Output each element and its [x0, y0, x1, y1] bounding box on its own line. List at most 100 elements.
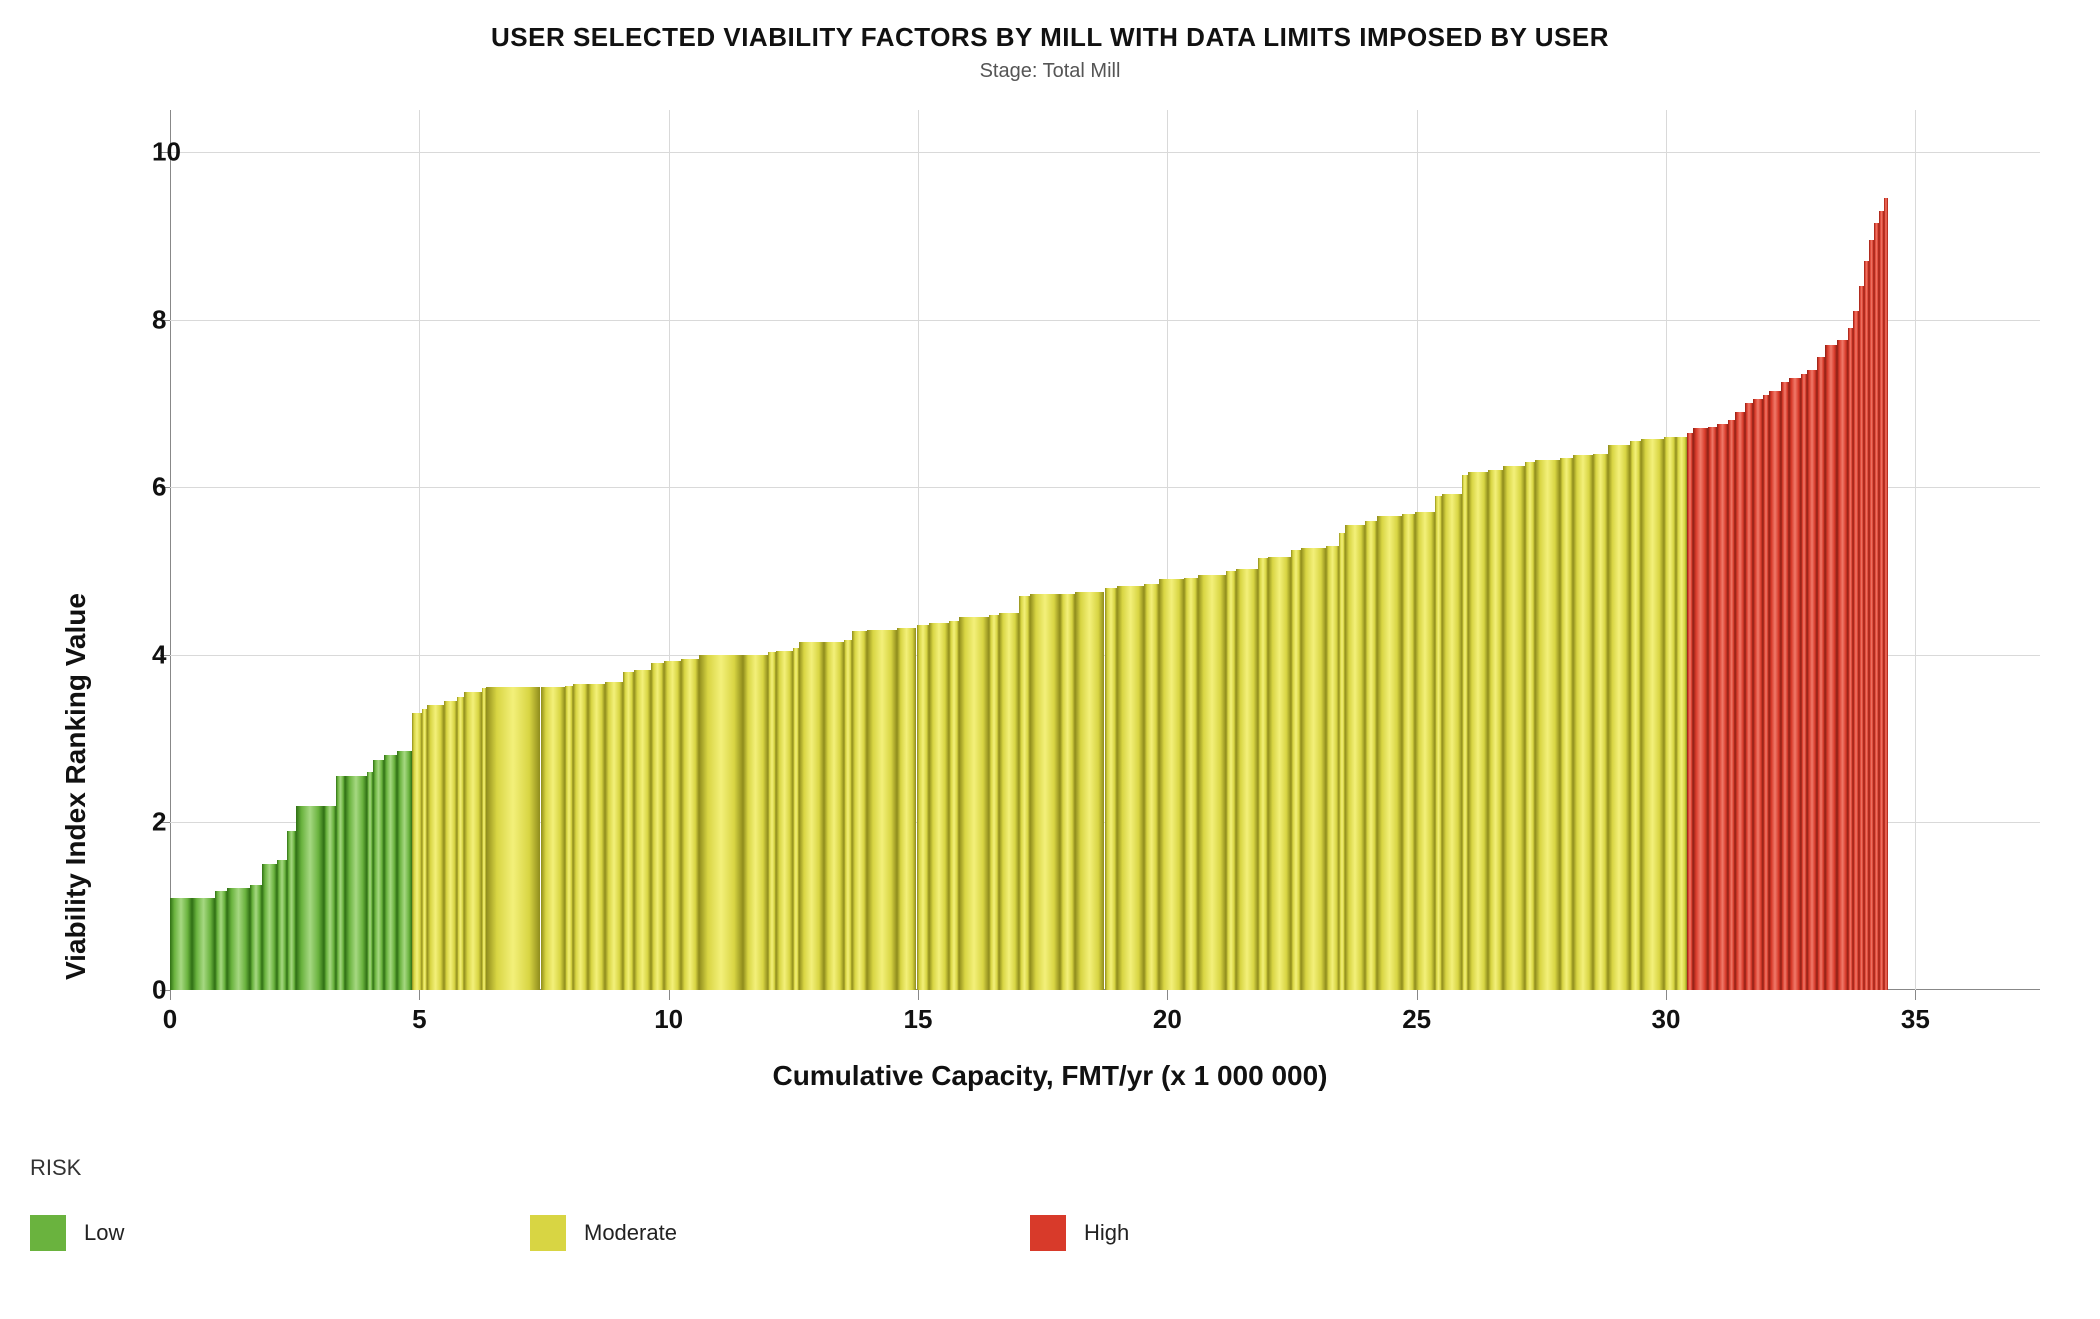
bar-moderate — [457, 697, 464, 990]
bar-high — [1781, 382, 1788, 990]
legend-items: Low Moderate High — [30, 1215, 1530, 1251]
x-tick-label: 25 — [1402, 1004, 1431, 1035]
bar-high — [1735, 412, 1745, 990]
legend-label: Moderate — [584, 1220, 677, 1246]
bar-moderate — [852, 631, 867, 990]
x-axis-title: Cumulative Capacity, FMT/yr (x 1 000 000… — [0, 1060, 2100, 1092]
bar-moderate — [573, 684, 588, 990]
chart-title: USER SELECTED VIABILITY FACTORS BY MILL … — [0, 22, 2100, 53]
bar-high — [1837, 340, 1848, 990]
bar-moderate — [541, 687, 566, 990]
grid-horizontal — [170, 152, 2040, 153]
bar-moderate — [486, 687, 541, 990]
bar-moderate — [1365, 521, 1377, 990]
bar-moderate — [799, 642, 824, 990]
bar-moderate — [1236, 569, 1258, 990]
bar-moderate — [651, 663, 663, 990]
x-tick-label: 0 — [163, 1004, 177, 1035]
bar-moderate — [959, 617, 989, 990]
bar-moderate — [1525, 462, 1535, 990]
bar-low — [250, 885, 262, 990]
plot-area: 051015202530350246810 — [170, 110, 2040, 990]
bar-moderate — [623, 672, 634, 990]
x-tick — [419, 990, 420, 1000]
y-axis-line — [170, 110, 171, 990]
bar-high — [1825, 345, 1837, 990]
legend-swatch-moderate — [530, 1215, 566, 1251]
legend-label: High — [1084, 1220, 1129, 1246]
bar-moderate — [412, 713, 422, 990]
bar-moderate — [1117, 586, 1144, 990]
legend-item-moderate: Moderate — [530, 1215, 1030, 1251]
bar-moderate — [1608, 445, 1630, 990]
bar-low — [384, 755, 396, 990]
bar-high — [1807, 370, 1817, 990]
x-tick-label: 35 — [1901, 1004, 1930, 1035]
bar-moderate — [444, 701, 456, 990]
bar-moderate — [1442, 494, 1462, 990]
bar-moderate — [464, 692, 481, 990]
bar-moderate — [1326, 546, 1338, 990]
x-tick-label: 20 — [1153, 1004, 1182, 1035]
bar-moderate — [824, 642, 844, 990]
bar-high — [1693, 428, 1708, 990]
x-tick — [1666, 990, 1667, 1000]
bar-moderate — [1105, 588, 1117, 990]
bar-moderate — [1377, 516, 1402, 990]
bar-moderate — [1291, 550, 1302, 990]
bar-moderate — [929, 623, 949, 990]
bar-moderate — [1676, 437, 1687, 990]
bar-moderate — [768, 652, 775, 990]
legend-title: RISK — [30, 1155, 1530, 1181]
bar-high — [1769, 391, 1781, 990]
grid-vertical — [1915, 110, 1916, 990]
bar-moderate — [1468, 472, 1488, 990]
bar-low — [262, 864, 277, 990]
bar-moderate — [664, 661, 681, 990]
legend-swatch-high — [1030, 1215, 1066, 1251]
bar-low — [397, 751, 412, 990]
bar-low — [277, 860, 287, 990]
bar-moderate — [1030, 594, 1060, 990]
y-axis-title: Viability Index Ranking Value — [60, 593, 92, 980]
bar-moderate — [1402, 514, 1414, 990]
bar-moderate — [1075, 592, 1105, 990]
x-tick-label: 30 — [1652, 1004, 1681, 1035]
bar-high — [1789, 378, 1801, 990]
bar-moderate — [897, 628, 917, 990]
x-tick — [918, 990, 919, 1000]
bar-moderate — [1641, 439, 1663, 990]
bar-high — [1884, 198, 1888, 990]
bar-moderate — [1573, 455, 1593, 990]
bar-moderate — [1184, 578, 1198, 990]
bar-high — [1717, 424, 1728, 990]
bar-moderate — [1593, 454, 1608, 990]
x-tick-label: 15 — [904, 1004, 933, 1035]
bar-moderate — [1435, 496, 1442, 990]
x-tick — [669, 990, 670, 1000]
bar-moderate — [1268, 557, 1290, 990]
bar-moderate — [1560, 458, 1572, 990]
bar-moderate — [605, 682, 622, 990]
bar-moderate — [1060, 594, 1075, 990]
bar-moderate — [743, 655, 768, 990]
plot-inner: 051015202530350246810 — [170, 110, 2040, 990]
bar-low — [345, 776, 367, 990]
bar-moderate — [844, 640, 851, 990]
bar-moderate — [1301, 548, 1326, 991]
legend-item-high: High — [1030, 1215, 1530, 1251]
x-tick-label: 10 — [654, 1004, 683, 1035]
bar-moderate — [1488, 470, 1503, 990]
bar-moderate — [867, 630, 897, 990]
bar-low — [192, 898, 214, 990]
legend-label: Low — [84, 1220, 124, 1246]
bar-moderate — [565, 686, 572, 990]
bar-moderate — [1159, 579, 1184, 990]
legend-item-low: Low — [30, 1215, 530, 1251]
x-tick — [1915, 990, 1916, 1000]
bar-low — [373, 760, 384, 990]
chart-subtitle: Stage: Total Mill — [0, 60, 2100, 83]
x-tick-label: 5 — [412, 1004, 426, 1035]
bar-moderate — [1144, 584, 1159, 990]
bar-moderate — [427, 705, 444, 990]
